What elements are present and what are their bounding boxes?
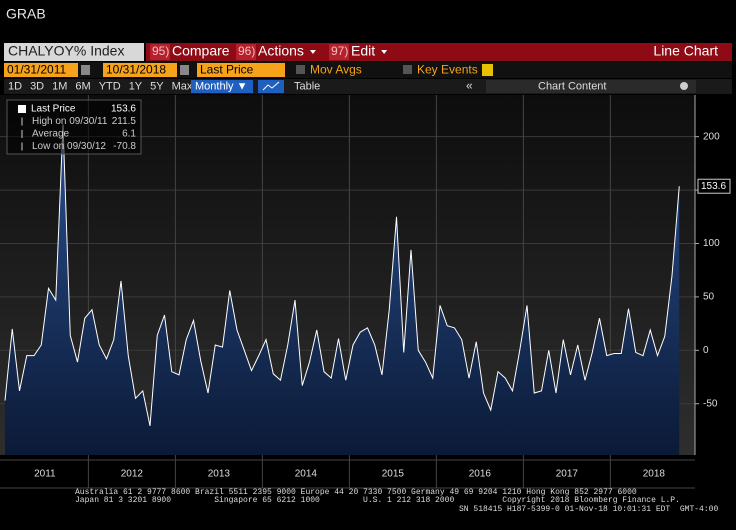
legend-label: High on 09/30/11 [32,116,108,127]
y-tick-label: 0 [703,345,709,356]
start-date[interactable]: 01/31/2011 [7,63,66,77]
line [4,124,680,427]
menu-key[interactable]: 95) [152,44,169,58]
legend-label: Low on 09/30/12 [32,141,106,152]
range-button[interactable]: 1Y [129,80,143,92]
menu-item[interactable]: Compare [172,43,230,59]
chart-icon-line [262,81,280,91]
range-button[interactable]: 3D [30,80,44,92]
x-tick-label: 2014 [295,469,318,480]
legend-box [6,99,142,155]
settings-icon[interactable] [680,82,688,90]
footer-line: Australia 61 2 9777 8600 Brazil 5511 239… [75,488,637,497]
x-tick-label: 2012 [121,469,144,480]
x-tick-label: 2017 [556,469,579,480]
legend-label: Last Price [31,104,76,115]
table-button[interactable]: Table [294,80,320,92]
range-button[interactable]: 5Y [150,80,164,92]
date-box[interactable] [103,63,177,77]
menu-key[interactable]: 96) [238,44,255,58]
footer-line: SN 518415 H187-5399-0 01-Nov-18 10:01:31… [459,505,718,514]
x-tick-label: 2011 [34,469,56,480]
end-date[interactable]: 10/31/2018 [106,63,166,77]
checkbox[interactable] [296,65,305,74]
info-icon [482,64,493,76]
legend-value: 153.6 [111,104,136,115]
range-button[interactable]: 1M [52,80,67,92]
dropdown-arrow [309,50,316,54]
y-tick-label: 200 [703,131,720,142]
menu-key-box[interactable] [150,44,170,60]
period-box[interactable] [191,80,253,93]
menu-bar [146,43,732,61]
field[interactable]: Last Price [200,63,254,77]
x-tick-label: 2018 [643,469,666,480]
area [5,124,680,455]
range-button[interactable]: 6M [75,80,90,92]
dropdown-arrow [381,50,388,54]
legend-value: 211.5 [112,116,137,127]
x-tick-label: 2016 [469,469,492,480]
menu-item[interactable]: Actions [258,43,304,59]
mov-avgs[interactable]: Mov Avgs [310,63,362,77]
y-tick-label: -50 [703,398,718,409]
security[interactable]: CHALYOY% Index [8,43,124,59]
menu-key-box[interactable] [329,44,349,60]
key-events[interactable]: Key Events [417,63,478,77]
range-button[interactable]: Max [172,80,193,92]
legend-label: Average [32,129,70,140]
x-tick-label: 2015 [382,469,405,480]
menu-key[interactable]: 97) [331,44,348,58]
menu-key-box[interactable] [236,44,256,60]
chart-icon[interactable] [258,80,284,93]
legend-marker [18,105,26,113]
legend-value: 6.1 [122,129,136,140]
range-button[interactable]: 1D [8,80,22,92]
x-tick-label: 2013 [208,469,231,480]
chart-content-bar [486,80,696,93]
range-button[interactable]: YTD [99,80,121,92]
legend-value: -70.8 [113,141,136,152]
last-value-box [697,178,731,194]
security-box[interactable] [4,43,144,61]
footer-line: Japan 81 3 3201 8900 Singapore 65 6212 1… [75,496,680,505]
field-box[interactable] [197,63,285,77]
date-box[interactable] [4,63,78,77]
period[interactable]: Monthly ▼ [195,80,247,92]
calendar-icon[interactable] [180,65,189,75]
calendar-icon[interactable] [81,65,90,75]
y-tick-label: 100 [703,238,720,249]
y-tick-label: 50 [703,292,715,303]
view-name: Line Chart [653,43,718,59]
window-title: GRAB [6,6,46,22]
checkbox[interactable] [403,65,412,74]
chart-content[interactable]: Chart Content [538,80,606,92]
last-value-label: 153.6 [701,181,726,192]
collapse[interactable]: « [466,79,473,93]
menu-item[interactable]: Edit [351,43,375,59]
